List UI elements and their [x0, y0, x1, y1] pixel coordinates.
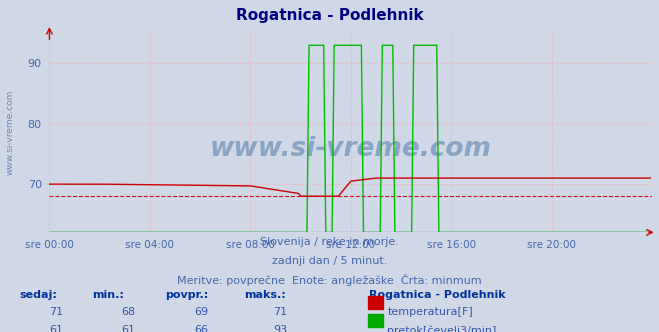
- Text: 71: 71: [49, 307, 63, 317]
- Text: min.:: min.:: [92, 290, 124, 300]
- Text: temperatura[F]: temperatura[F]: [387, 307, 473, 317]
- Text: Rogatnica - Podlehnik: Rogatnica - Podlehnik: [236, 8, 423, 23]
- Text: www.si-vreme.com: www.si-vreme.com: [6, 90, 14, 176]
- Text: 61: 61: [121, 325, 136, 332]
- Text: Slovenija / reke in morje.: Slovenija / reke in morje.: [260, 237, 399, 247]
- Text: 69: 69: [194, 307, 208, 317]
- Text: 68: 68: [121, 307, 136, 317]
- Text: 71: 71: [273, 307, 287, 317]
- Text: 66: 66: [194, 325, 208, 332]
- Text: pretok[čevelj3/min]: pretok[čevelj3/min]: [387, 325, 497, 332]
- Text: Meritve: povprečne  Enote: angležaške  Črta: minmum: Meritve: povprečne Enote: angležaške Črt…: [177, 274, 482, 286]
- Text: www.si-vreme.com: www.si-vreme.com: [210, 136, 492, 162]
- Text: 61: 61: [49, 325, 63, 332]
- Text: Rogatnica - Podlehnik: Rogatnica - Podlehnik: [369, 290, 505, 300]
- Text: povpr.:: povpr.:: [165, 290, 208, 300]
- Text: maks.:: maks.:: [244, 290, 285, 300]
- Text: zadnji dan / 5 minut.: zadnji dan / 5 minut.: [272, 256, 387, 266]
- Text: sedaj:: sedaj:: [20, 290, 57, 300]
- Text: 93: 93: [273, 325, 287, 332]
